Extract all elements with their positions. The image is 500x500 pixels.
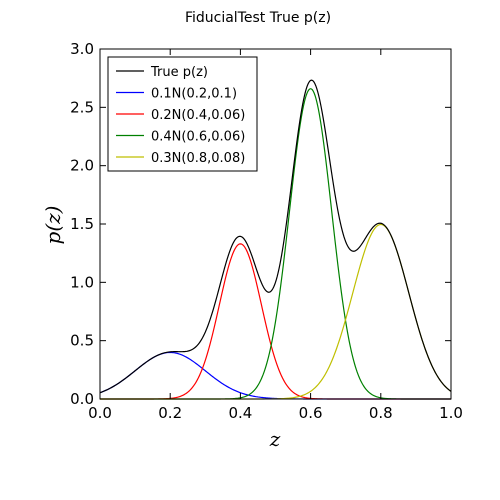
x-tick-label: 0.2 <box>158 404 182 422</box>
legend-entry: 0.3N(0.8,0.08) <box>151 151 245 166</box>
y-tick-label: 0.5 <box>70 332 94 350</box>
x-tick-label: 0.4 <box>228 404 252 422</box>
y-tick-label: 0.0 <box>70 390 94 408</box>
axis-ticks: 0.0 0.2 0.4 0.6 0.8 1.0 0.0 0.5 1.0 1.5 2.0 2.5 3.0 <box>70 40 463 422</box>
y-tick-label: 3.0 <box>70 40 94 58</box>
x-tick-label: 0.0 <box>88 404 112 422</box>
legend-entry: 0.2N(0.4,0.06) <box>151 108 245 123</box>
legend: True p(z) 0.1N(0.2,0.1) 0.2N(0.4,0.06) 0.4N… <box>107 56 258 172</box>
legend-entry: 0.4N(0.6,0.06) <box>151 130 245 145</box>
x-tick-label: 1.0 <box>439 404 463 422</box>
y-tick-label: 2.0 <box>70 157 94 175</box>
legend-entry: True p(z) <box>150 65 208 80</box>
y-axis-label: p(z) <box>41 206 65 245</box>
x-tick-label: 0.6 <box>299 404 323 422</box>
x-axis-label: z <box>269 427 281 451</box>
legend-entry: 0.1N(0.2,0.1) <box>151 87 237 102</box>
x-tick-label: 0.8 <box>369 404 393 422</box>
y-tick-label: 2.5 <box>70 98 94 116</box>
y-tick-label: 1.0 <box>70 273 94 291</box>
series-line-0 <box>99 79 452 394</box>
y-tick-label: 1.5 <box>70 215 94 233</box>
series-line-4 <box>100 223 452 400</box>
chart-title: FiducialTest True p(z) <box>185 10 331 26</box>
